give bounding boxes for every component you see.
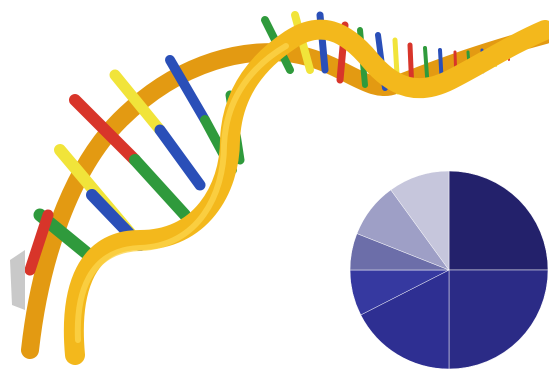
pie-slice-1 bbox=[448, 170, 549, 271]
base-pair-rung bbox=[109, 69, 166, 136]
pie-chart bbox=[349, 170, 549, 370]
base-pair-rung bbox=[129, 154, 191, 221]
pie-slice-3 bbox=[360, 269, 450, 370]
base-pair-rung bbox=[165, 55, 210, 125]
dna-helix-illustration bbox=[10, 11, 549, 365]
base-pair-rung bbox=[69, 94, 141, 166]
pie-slice-2 bbox=[448, 269, 549, 370]
dna-backbone-highlight bbox=[74, 43, 289, 343]
pie-slice-7 bbox=[390, 170, 450, 271]
base-pair-rung bbox=[24, 209, 54, 276]
base-pair-rung bbox=[154, 124, 206, 191]
dna-fragment-left bbox=[10, 250, 25, 310]
